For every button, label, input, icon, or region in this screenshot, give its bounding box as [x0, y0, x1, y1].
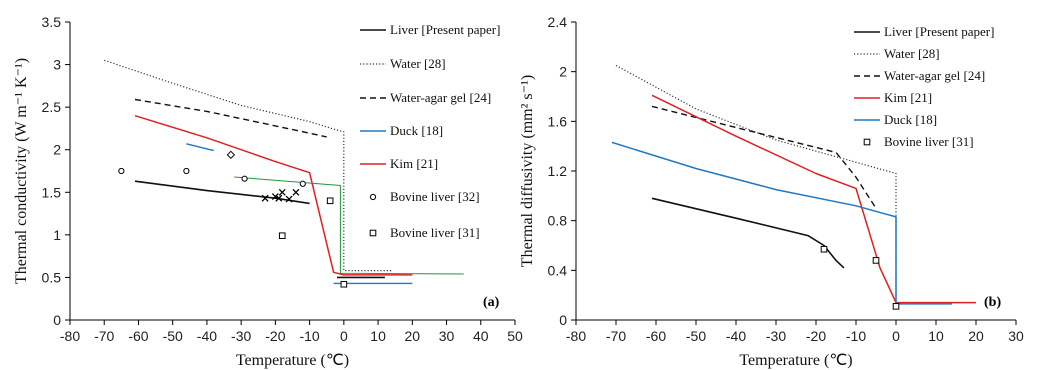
series-line-1 — [615, 64, 952, 304]
series-line-5 — [234, 176, 464, 275]
x-tick-label: -40 — [726, 328, 746, 344]
legend-entry: Bovine liver [32] — [390, 189, 480, 204]
data-point-cross — [292, 188, 300, 196]
series-line-3 — [186, 143, 214, 152]
data-point-circle — [183, 167, 190, 175]
legend-entry: Bovine liver [31] — [884, 134, 974, 149]
data-point-cross — [271, 193, 279, 201]
y-tick-label: 1.5 — [42, 184, 62, 200]
legend-entry: Kim [21] — [390, 156, 438, 171]
legend-entry: Liver [Present paper] — [390, 22, 500, 37]
x-tick-label: 20 — [968, 328, 984, 344]
chart-panel-0: -80 -70 -60 -50 -40 -30 -20 -10 0 10 20 30 40 50 0 0.5 1… — [13, 14, 523, 369]
y-tick-label: 0.4 — [548, 262, 568, 278]
y-tick-label: 3 — [53, 57, 61, 73]
data-point-square — [278, 232, 286, 240]
legend-entry: Water [28] — [884, 46, 940, 61]
data-point-cross — [285, 195, 293, 203]
x-tick-label: -30 — [231, 328, 251, 344]
y-tick-label: 0.8 — [548, 213, 568, 229]
legend-entry: Water-agar gel [24] — [884, 68, 985, 83]
data-point-square — [369, 229, 377, 237]
legend-entry: Duck [18] — [390, 123, 443, 138]
y-tick-label: 0.5 — [42, 269, 62, 285]
data-point-square — [340, 280, 348, 288]
x-tick-label: -10 — [299, 328, 319, 344]
legend-entry: Bovine liver [31] — [390, 225, 480, 240]
y-axis-label: Thermal conductivity (W m⁻¹ K⁻¹) — [13, 58, 30, 284]
data-point-square — [892, 303, 900, 310]
x-tick-label: 0 — [340, 328, 348, 344]
data-point-diamond — [226, 150, 236, 160]
x-tick-label: 20 — [405, 328, 421, 344]
x-tick-label: -20 — [265, 328, 285, 344]
x-tick-label: -60 — [128, 328, 148, 344]
series-line-0 — [134, 180, 310, 205]
series-line-2 — [134, 98, 327, 138]
series-line-4 — [611, 141, 952, 305]
data-point-circle — [299, 180, 306, 187]
x-tick-label: 10 — [370, 328, 386, 344]
legend-entry: Duck [18] — [884, 112, 937, 127]
data-point-cross — [261, 194, 269, 202]
x-tick-label: -80 — [60, 328, 80, 344]
series-line-1 — [104, 59, 392, 272]
series-line-2 — [651, 105, 877, 209]
x-axis-label: Temperature (℃) — [739, 352, 852, 369]
x-tick-label: 40 — [473, 328, 489, 344]
data-point-square — [820, 245, 828, 253]
data-point-cross — [278, 188, 286, 196]
data-point-square — [872, 257, 880, 264]
y-tick-label: 0 — [53, 312, 61, 328]
data-point-cross — [275, 194, 283, 202]
y-tick-label: 2.4 — [548, 14, 568, 30]
series-line-4 — [134, 114, 413, 276]
y-axis-label: Thermal diffusivity (mm² s⁻¹) — [519, 75, 536, 267]
chart-panel-1: -80 -70 -60 -50 -40 -30 -20 -10 0 10 20 30 0 0.4 0.8 1.… — [519, 14, 1024, 369]
x-tick-label: 50 — [507, 328, 523, 344]
x-tick-label: -60 — [646, 328, 666, 344]
x-tick-label: 0 — [892, 328, 900, 344]
y-tick-label: 1.2 — [548, 163, 568, 179]
legend-entry: Liver [Present paper] — [884, 24, 994, 39]
x-tick-label: -10 — [846, 328, 866, 344]
data-point-circle — [369, 193, 377, 201]
data-point-square — [863, 138, 871, 146]
x-axis-label: Temperature (℃) — [236, 352, 349, 369]
series-line-0 — [651, 197, 845, 269]
data-point-square — [326, 197, 334, 205]
y-tick-label: 2.5 — [42, 99, 62, 115]
data-point-circle — [241, 175, 248, 182]
x-tick-label: -40 — [197, 328, 217, 344]
x-tick-label: -70 — [94, 328, 114, 344]
x-tick-label: 10 — [928, 328, 944, 344]
x-tick-label: -20 — [806, 328, 826, 344]
y-tick-label: 3.5 — [42, 14, 62, 30]
x-tick-label: -50 — [163, 328, 183, 344]
y-tick-label: 2 — [559, 64, 567, 80]
y-tick-label: 0 — [559, 312, 567, 328]
x-tick-label: 30 — [439, 328, 455, 344]
legend-entry: Water [28] — [390, 56, 446, 71]
x-tick-label: -30 — [766, 328, 786, 344]
panel-label: (b) — [984, 295, 1001, 310]
x-tick-label: 30 — [1008, 328, 1024, 344]
legend-entry: Water-agar gel [24] — [390, 90, 491, 105]
panel-label: (a) — [483, 295, 500, 310]
x-tick-label: -70 — [606, 328, 626, 344]
data-point-circle — [118, 167, 125, 175]
y-tick-label: 1 — [53, 227, 61, 243]
y-tick-label: 1.6 — [548, 113, 568, 129]
legend-entry: Kim [21] — [884, 90, 932, 105]
x-tick-label: -50 — [686, 328, 706, 344]
x-tick-label: -80 — [566, 328, 586, 344]
y-tick-label: 2 — [53, 142, 61, 158]
